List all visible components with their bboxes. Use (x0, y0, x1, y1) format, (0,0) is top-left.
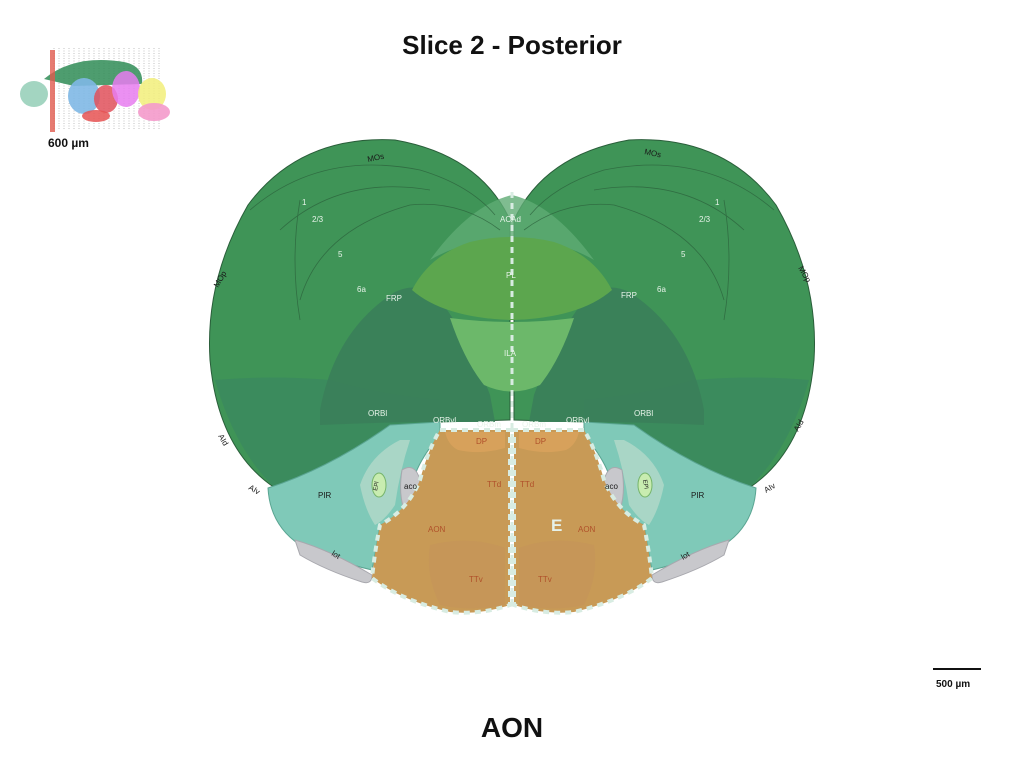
layer-boundaries (249, 164, 775, 321)
right-label-layer5: 5 (681, 250, 686, 259)
right-dp (519, 432, 579, 453)
left-labels: MOs 1 2/3 5 6a MOp FRP ORBl ORBvl ORBm A… (212, 152, 501, 584)
thumb-pons (138, 103, 170, 121)
right-label-frp: FRP (621, 291, 637, 300)
label-pl: PL (506, 271, 516, 280)
right-ttv (519, 540, 596, 609)
left-ttv (428, 540, 505, 609)
thumb-olfactory (20, 81, 48, 107)
thumb-slice-marker (50, 50, 55, 132)
right-label-layer23: 2/3 (699, 215, 711, 224)
right-label-aon: AON (578, 525, 596, 534)
page-title: Slice 2 - Posterior (402, 30, 622, 60)
region-caption: AON (480, 712, 544, 743)
right-label-mos: MOs (644, 147, 662, 159)
midline-regions (412, 192, 612, 608)
left-label-aco: aco (404, 482, 417, 491)
left-dp (445, 432, 505, 453)
thumb-thalamus (94, 85, 118, 113)
thumbnail-slice-label: 600 µm (48, 136, 89, 150)
right-label-orbl: ORBl (634, 409, 653, 418)
left-hemisphere (209, 139, 512, 615)
scale-bar-label: 500 µm (936, 679, 971, 690)
right-label-orbvl: ORBvl (566, 416, 589, 425)
right-label-aiv: AIv (763, 481, 778, 495)
midline-labels: ACAd PL ILA (500, 215, 521, 358)
sagittal-thumbnail (20, 48, 170, 132)
left-label-layer23: 2/3 (312, 215, 324, 224)
pl-region (412, 237, 612, 320)
right-label-pir: PIR (691, 491, 705, 500)
right-label-epl: EPl (641, 479, 649, 489)
left-label-layer5: 5 (338, 250, 343, 259)
ila-region (450, 318, 574, 392)
left-label-frp: FRP (386, 294, 402, 303)
right-label-aco: aco (605, 482, 618, 491)
thumb-midbrain (112, 71, 140, 107)
left-label-ttd: TTd (487, 480, 501, 489)
right-label-layer1: 1 (715, 198, 720, 207)
left-label-aid: AId (216, 433, 230, 448)
left-label-aon: AON (428, 525, 446, 534)
label-ila: ILA (504, 349, 517, 358)
thumb-hypothalamus (82, 110, 110, 122)
right-orbital (529, 287, 704, 425)
left-lot (294, 539, 373, 584)
right-label-layer6a: 6a (657, 285, 666, 294)
right-hemisphere (512, 139, 815, 615)
right-label-orbm: ORBm (522, 420, 546, 429)
left-epl (371, 472, 387, 498)
left-label-dp: DP (476, 437, 487, 446)
left-label-orbvl: ORBvl (433, 416, 456, 425)
left-label-layer6a: 6a (357, 285, 366, 294)
left-label-ttv: TTv (469, 575, 483, 584)
left-label-orbm: ORBm (477, 420, 501, 429)
left-orbital (320, 287, 495, 425)
left-label-layer1: 1 (302, 198, 307, 207)
left-label-epl: EPl (373, 481, 381, 491)
right-label-dp: DP (535, 437, 546, 446)
left-label-mos: MOs (367, 152, 385, 164)
scale-bar (933, 668, 981, 670)
left-label-pir: PIR (318, 491, 332, 500)
label-acad: ACAd (500, 215, 521, 224)
thumb-cerebellum (138, 78, 166, 110)
right-lot (651, 539, 730, 584)
left-label-aiv: AIv (247, 483, 262, 497)
region-marker: E (551, 516, 562, 535)
left-label-orbl: ORBl (368, 409, 387, 418)
thumb-striatum (68, 78, 100, 114)
right-label-ttv: TTv (538, 575, 552, 584)
right-label-ttd: TTd (520, 480, 534, 489)
right-epl (637, 472, 653, 498)
